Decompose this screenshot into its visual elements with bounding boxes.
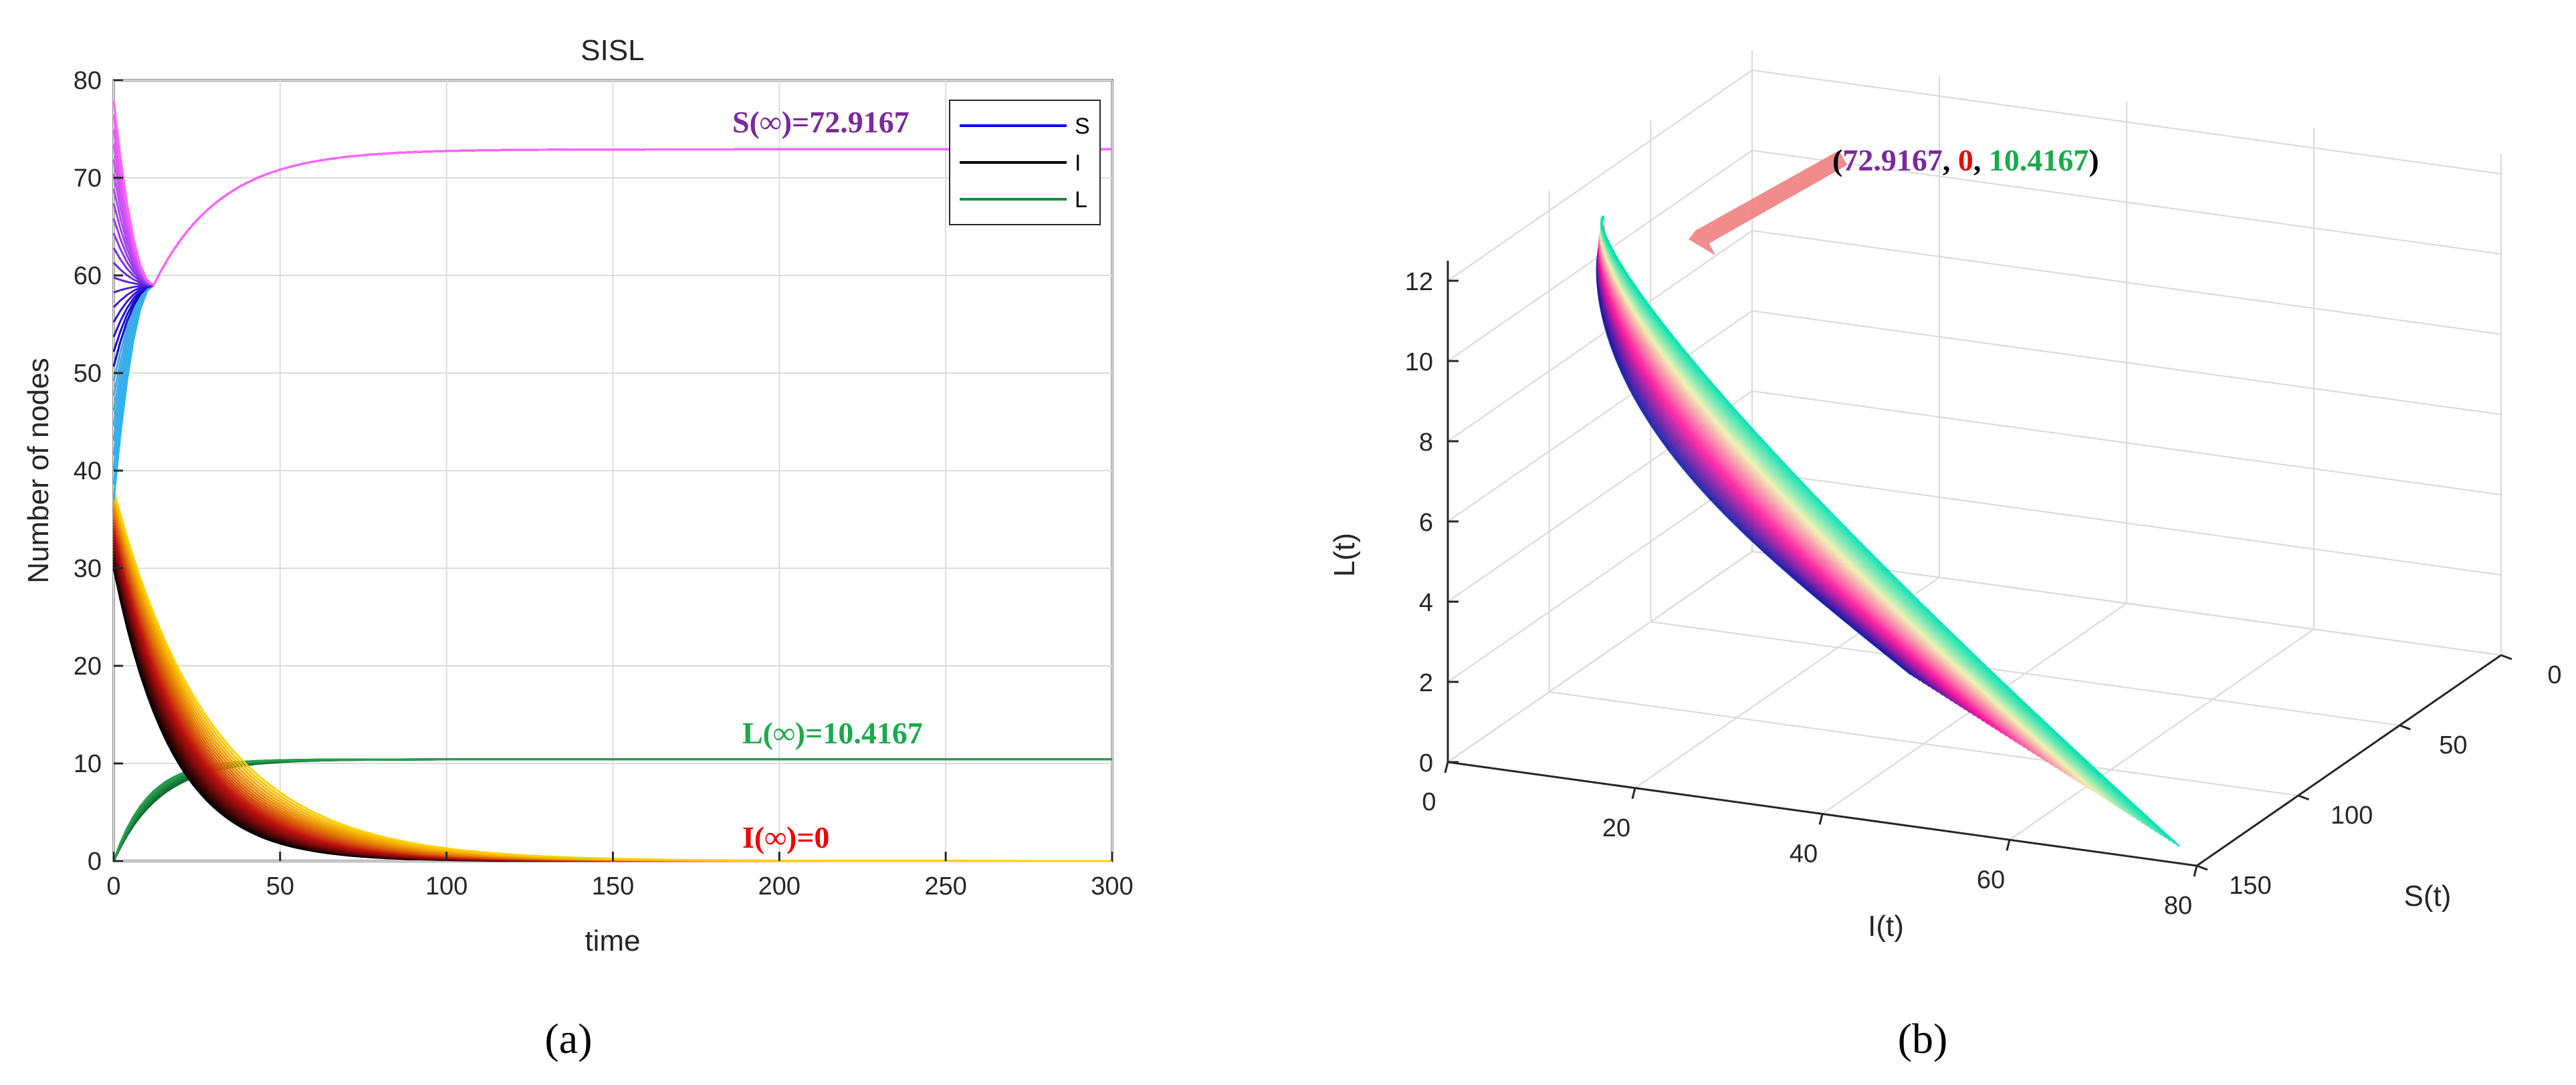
annotation-part: , xyxy=(1973,143,1989,177)
panel-a-title: SISL xyxy=(580,34,644,67)
panel-b-annotation: (72.9167, 0, 10.4167) xyxy=(1689,143,2099,255)
grid-line xyxy=(1447,230,1753,442)
caption-b: (b) xyxy=(1898,1015,1948,1062)
annotation-label: L(∞)=10.4167 xyxy=(742,716,923,750)
y-tick-label: 40 xyxy=(74,457,102,485)
grid-line xyxy=(1447,70,1753,281)
annotation-label: S(∞)=72.9167 xyxy=(732,105,909,139)
trajectory xyxy=(1600,215,2181,848)
legend-label: S xyxy=(1075,114,1090,139)
trajectory xyxy=(1600,217,2149,827)
x-tick xyxy=(1818,814,1824,825)
x-tick xyxy=(1631,788,1636,800)
x-tick-label: 80 xyxy=(2164,892,2192,920)
trajectory xyxy=(1600,217,2163,836)
axis-line xyxy=(2196,654,2502,867)
grid-line xyxy=(1447,310,1753,522)
z-tick-label: 6 xyxy=(1419,509,1433,537)
legend-label: I xyxy=(1075,150,1081,176)
y-tick-label: 20 xyxy=(74,652,102,681)
y-tick-label: 100 xyxy=(2331,802,2373,830)
panel-b-trajectories xyxy=(1596,215,2181,848)
x-tick-label: 50 xyxy=(266,872,294,900)
x-tick-label: 300 xyxy=(1091,872,1133,900)
y-tick-label: 10 xyxy=(74,750,102,778)
z-tick-label: 4 xyxy=(1419,589,1433,617)
annotation-part: 72.9167 xyxy=(1842,143,1943,177)
caption-a: (a) xyxy=(544,1015,592,1062)
grid-line xyxy=(1447,471,1753,683)
panel-b-zlabel: L(t) xyxy=(1328,533,1361,577)
trajectory xyxy=(1600,218,2144,824)
panel-b-grid xyxy=(1446,50,2502,867)
panel-a-chart: 0 50 100 150 200 250 300 0 10 20 30 40 50 60 70 80 SISL… xyxy=(22,34,1134,957)
y-tick-label: 30 xyxy=(74,555,102,583)
z-tick-label: 2 xyxy=(1419,669,1433,697)
annotation-part: ) xyxy=(2088,143,2099,177)
panel-a-legend: SIL xyxy=(949,100,1101,225)
x-tick-label: 60 xyxy=(1977,866,2005,894)
trajectory xyxy=(1600,216,2167,839)
z-tick-label: 12 xyxy=(1405,268,1433,296)
panel-a-ylabel: Number of nodes xyxy=(22,358,55,584)
panel-a-xlabel: time xyxy=(584,925,640,957)
y-tick-label: 70 xyxy=(74,164,102,193)
y-tick xyxy=(2399,724,2411,731)
x-tick-label: 100 xyxy=(425,872,467,900)
grid-line xyxy=(2009,628,2315,841)
panel-b-ticks: 0 20 40 60 80 0 50 100 150 0 2 4 6 8 10 12 xyxy=(1405,268,2562,920)
panel-b-ylabel: S(t) xyxy=(2404,880,2452,913)
x-tick-label: 200 xyxy=(758,872,800,900)
trajectory xyxy=(1600,217,2158,833)
S-trajectory xyxy=(112,100,1112,287)
x-tick-label: 0 xyxy=(1422,788,1436,816)
trajectory xyxy=(1600,219,2135,818)
y-tick xyxy=(2196,864,2208,871)
panel-a-ticks: 0 50 100 150 200 250 300 0 10 20 30 40 50 60 70 80 xyxy=(74,67,1134,900)
grid-line xyxy=(1447,551,1753,763)
z-tick-label: 8 xyxy=(1419,429,1433,457)
y-tick-label: 150 xyxy=(2229,872,2271,900)
x-tick xyxy=(2193,865,2198,877)
annotation-part: , xyxy=(1943,143,1958,177)
legend-label: L xyxy=(1075,187,1087,213)
annotation-label: (72.9167, 0, 10.4167) xyxy=(1832,143,2099,177)
x-tick-label: 0 xyxy=(106,872,120,900)
y-tick-label: 50 xyxy=(74,360,102,388)
x-tick-label: 40 xyxy=(1790,840,1818,868)
y-tick xyxy=(2500,654,2512,660)
x-tick-label: 150 xyxy=(592,872,634,900)
x-tick-label: 250 xyxy=(924,872,966,900)
annotation-part: ( xyxy=(1832,143,1842,177)
y-tick-label: 80 xyxy=(74,67,102,95)
y-tick-label: 50 xyxy=(2439,731,2467,759)
panel-b-chart: 0 20 40 60 80 0 50 100 150 0 2 4 6 8 10 12 L(t) I(t) S(… xyxy=(1328,50,2562,943)
trajectory xyxy=(1600,216,2171,842)
panel-a-grid xyxy=(113,80,1113,862)
y-tick-label: 60 xyxy=(74,262,102,290)
y-tick-label: 0 xyxy=(2547,661,2561,689)
z-tick-label: 0 xyxy=(1419,749,1433,777)
x-tick xyxy=(2006,839,2011,851)
annotation-part: 10.4167 xyxy=(1989,143,2089,177)
L-trajectory xyxy=(112,758,1112,862)
annotation-part: 0 xyxy=(1958,143,1973,177)
annotation-arrow xyxy=(1689,150,1847,255)
annotation-label: I(∞)=0 xyxy=(742,820,830,854)
z-tick-label: 10 xyxy=(1405,348,1433,376)
panel-a-annotations: S(∞)=72.9167 L(∞)=10.4167 I(∞)=0 xyxy=(732,105,923,854)
x-tick-label: 20 xyxy=(1602,814,1630,842)
panel-b-xlabel: I(t) xyxy=(1868,910,1904,943)
trajectory xyxy=(1600,215,2176,845)
y-tick-label: 0 xyxy=(88,848,102,876)
x-tick xyxy=(1444,761,1449,773)
trajectory xyxy=(1600,219,2131,816)
y-tick xyxy=(2298,794,2310,801)
